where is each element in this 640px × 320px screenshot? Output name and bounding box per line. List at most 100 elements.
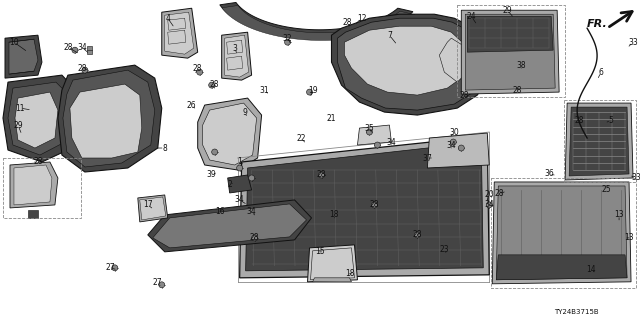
Polygon shape	[439, 38, 469, 82]
Circle shape	[252, 235, 258, 241]
Polygon shape	[162, 8, 198, 58]
Text: 34: 34	[77, 43, 87, 52]
Polygon shape	[70, 84, 142, 158]
Text: 32: 32	[283, 34, 292, 43]
Text: 34: 34	[447, 140, 456, 149]
Polygon shape	[611, 128, 627, 145]
Polygon shape	[228, 175, 252, 193]
Polygon shape	[565, 103, 633, 180]
Circle shape	[371, 202, 378, 208]
Polygon shape	[164, 12, 194, 54]
Circle shape	[367, 129, 372, 135]
Polygon shape	[203, 103, 257, 165]
Polygon shape	[198, 98, 262, 170]
Text: 28: 28	[460, 91, 469, 100]
Circle shape	[319, 172, 324, 178]
Circle shape	[212, 149, 218, 155]
Polygon shape	[8, 82, 72, 155]
Text: 34: 34	[235, 196, 244, 204]
Text: 9: 9	[242, 108, 247, 116]
Text: 36: 36	[544, 170, 554, 179]
Polygon shape	[168, 18, 186, 30]
Text: 28: 28	[495, 189, 504, 198]
Circle shape	[112, 265, 118, 271]
Text: 28: 28	[250, 233, 259, 242]
Polygon shape	[140, 197, 166, 220]
Text: 26: 26	[187, 100, 196, 109]
Circle shape	[307, 89, 312, 95]
Polygon shape	[63, 70, 155, 167]
Polygon shape	[3, 75, 80, 162]
Text: 35: 35	[365, 124, 374, 132]
Text: 25: 25	[601, 186, 611, 195]
Circle shape	[451, 139, 456, 145]
Text: 13: 13	[614, 211, 624, 220]
Text: 28: 28	[370, 200, 379, 209]
Text: 22: 22	[297, 133, 307, 142]
Polygon shape	[227, 56, 243, 70]
Polygon shape	[168, 30, 186, 44]
Polygon shape	[332, 14, 492, 115]
Text: 4: 4	[165, 14, 170, 23]
Text: 30: 30	[449, 128, 459, 137]
Polygon shape	[246, 142, 483, 271]
Polygon shape	[221, 32, 252, 80]
Polygon shape	[220, 3, 413, 37]
Polygon shape	[312, 278, 351, 282]
Text: 27: 27	[153, 278, 163, 287]
Polygon shape	[496, 186, 627, 280]
Polygon shape	[467, 16, 553, 52]
Polygon shape	[138, 195, 168, 222]
Polygon shape	[461, 10, 559, 94]
Text: 7: 7	[387, 31, 392, 40]
Text: 18: 18	[345, 269, 354, 278]
Text: 33: 33	[628, 38, 638, 47]
Text: 29: 29	[502, 6, 512, 15]
Circle shape	[414, 232, 420, 238]
Text: 21: 21	[327, 114, 336, 123]
Text: 28: 28	[413, 230, 422, 239]
Circle shape	[82, 67, 88, 73]
Text: 17: 17	[143, 200, 152, 209]
Text: 33: 33	[631, 173, 640, 182]
Polygon shape	[88, 46, 92, 54]
Circle shape	[209, 82, 214, 88]
Text: 28: 28	[77, 64, 86, 73]
Text: 38: 38	[516, 61, 526, 70]
Text: 2: 2	[227, 180, 232, 189]
Text: 11: 11	[15, 104, 25, 113]
Polygon shape	[496, 255, 627, 280]
Text: 28: 28	[317, 171, 326, 180]
Polygon shape	[9, 39, 38, 74]
Circle shape	[486, 202, 492, 208]
Text: 13: 13	[624, 233, 634, 242]
Text: 3: 3	[232, 44, 237, 53]
Text: 37: 37	[422, 154, 432, 163]
Polygon shape	[344, 26, 467, 95]
Polygon shape	[308, 245, 358, 282]
Text: 29: 29	[13, 121, 23, 130]
Text: 6: 6	[598, 68, 604, 76]
Text: 27: 27	[105, 263, 115, 272]
Circle shape	[374, 142, 380, 148]
Polygon shape	[14, 165, 52, 205]
Circle shape	[248, 175, 255, 181]
Text: 24: 24	[467, 12, 476, 21]
Circle shape	[458, 145, 464, 151]
Polygon shape	[569, 107, 629, 176]
Text: 19: 19	[308, 86, 317, 95]
Text: 28: 28	[574, 116, 584, 124]
Text: TY24B3715B: TY24B3715B	[554, 309, 599, 315]
Polygon shape	[15, 92, 58, 148]
Text: 20: 20	[484, 190, 494, 199]
Polygon shape	[225, 35, 248, 77]
Polygon shape	[28, 210, 38, 218]
Text: 28: 28	[513, 86, 522, 95]
Polygon shape	[10, 162, 58, 208]
Polygon shape	[5, 35, 42, 78]
Circle shape	[237, 165, 243, 171]
Circle shape	[159, 282, 164, 288]
Polygon shape	[148, 200, 312, 252]
Text: 18: 18	[329, 211, 339, 220]
Text: FR.: FR.	[587, 19, 607, 29]
